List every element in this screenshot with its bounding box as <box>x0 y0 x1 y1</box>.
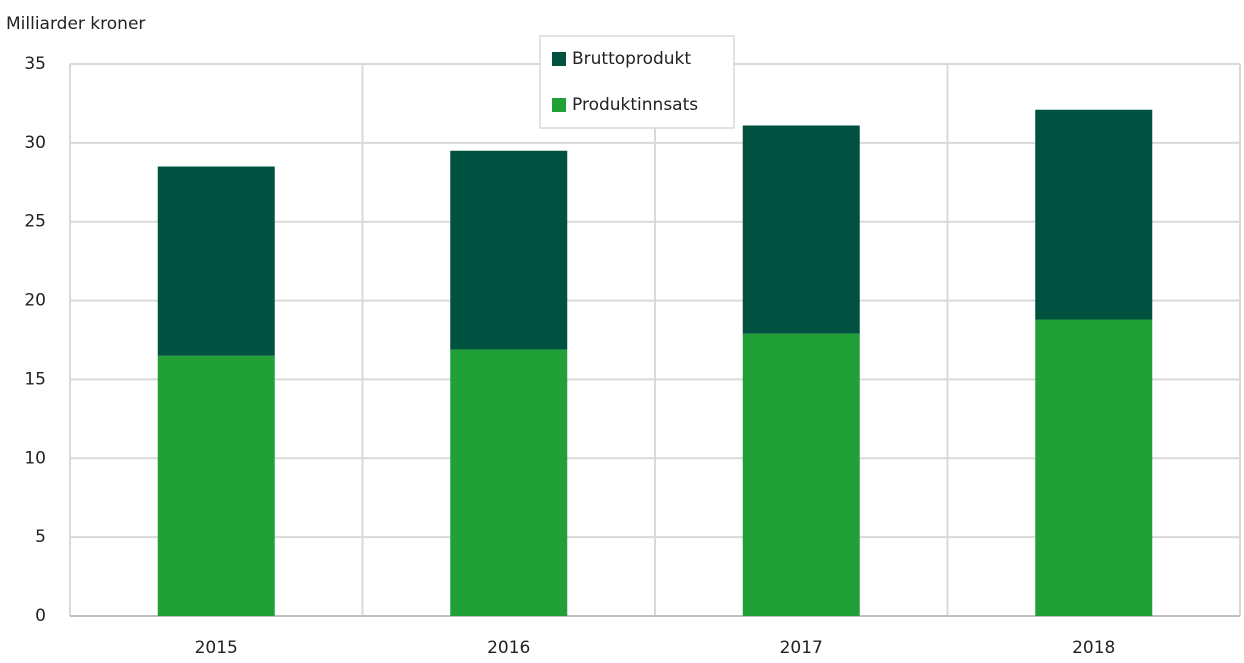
y-tick-label: 0 <box>35 606 46 626</box>
x-tick-label: 2018 <box>1072 638 1115 658</box>
legend-swatch <box>552 98 566 112</box>
y-tick-label: 5 <box>35 527 46 547</box>
bar-segment <box>450 349 568 616</box>
bar-segment <box>1035 319 1153 616</box>
y-axis-label: Milliarder kroner <box>6 14 145 34</box>
bar-segment <box>450 150 568 350</box>
legend-swatch <box>552 52 566 66</box>
bar-segment <box>742 333 860 616</box>
y-tick-label: 10 <box>24 448 46 468</box>
x-tick-label: 2015 <box>195 638 238 658</box>
x-tick-label: 2017 <box>780 638 823 658</box>
legend-label: Produktinnsats <box>572 95 698 115</box>
x-tick-label: 2016 <box>487 638 530 658</box>
bar-segment <box>1035 109 1153 320</box>
bar-segment <box>742 125 860 334</box>
bar-segment <box>157 355 275 616</box>
y-tick-label: 30 <box>24 133 46 153</box>
y-tick-label: 15 <box>24 369 46 389</box>
y-tick-label: 35 <box>24 54 46 74</box>
bar-segment <box>157 166 275 356</box>
y-tick-label: 20 <box>24 291 46 311</box>
legend-label: Bruttoprodukt <box>572 49 691 69</box>
legend-box <box>539 35 735 129</box>
y-tick-label: 25 <box>24 212 46 232</box>
